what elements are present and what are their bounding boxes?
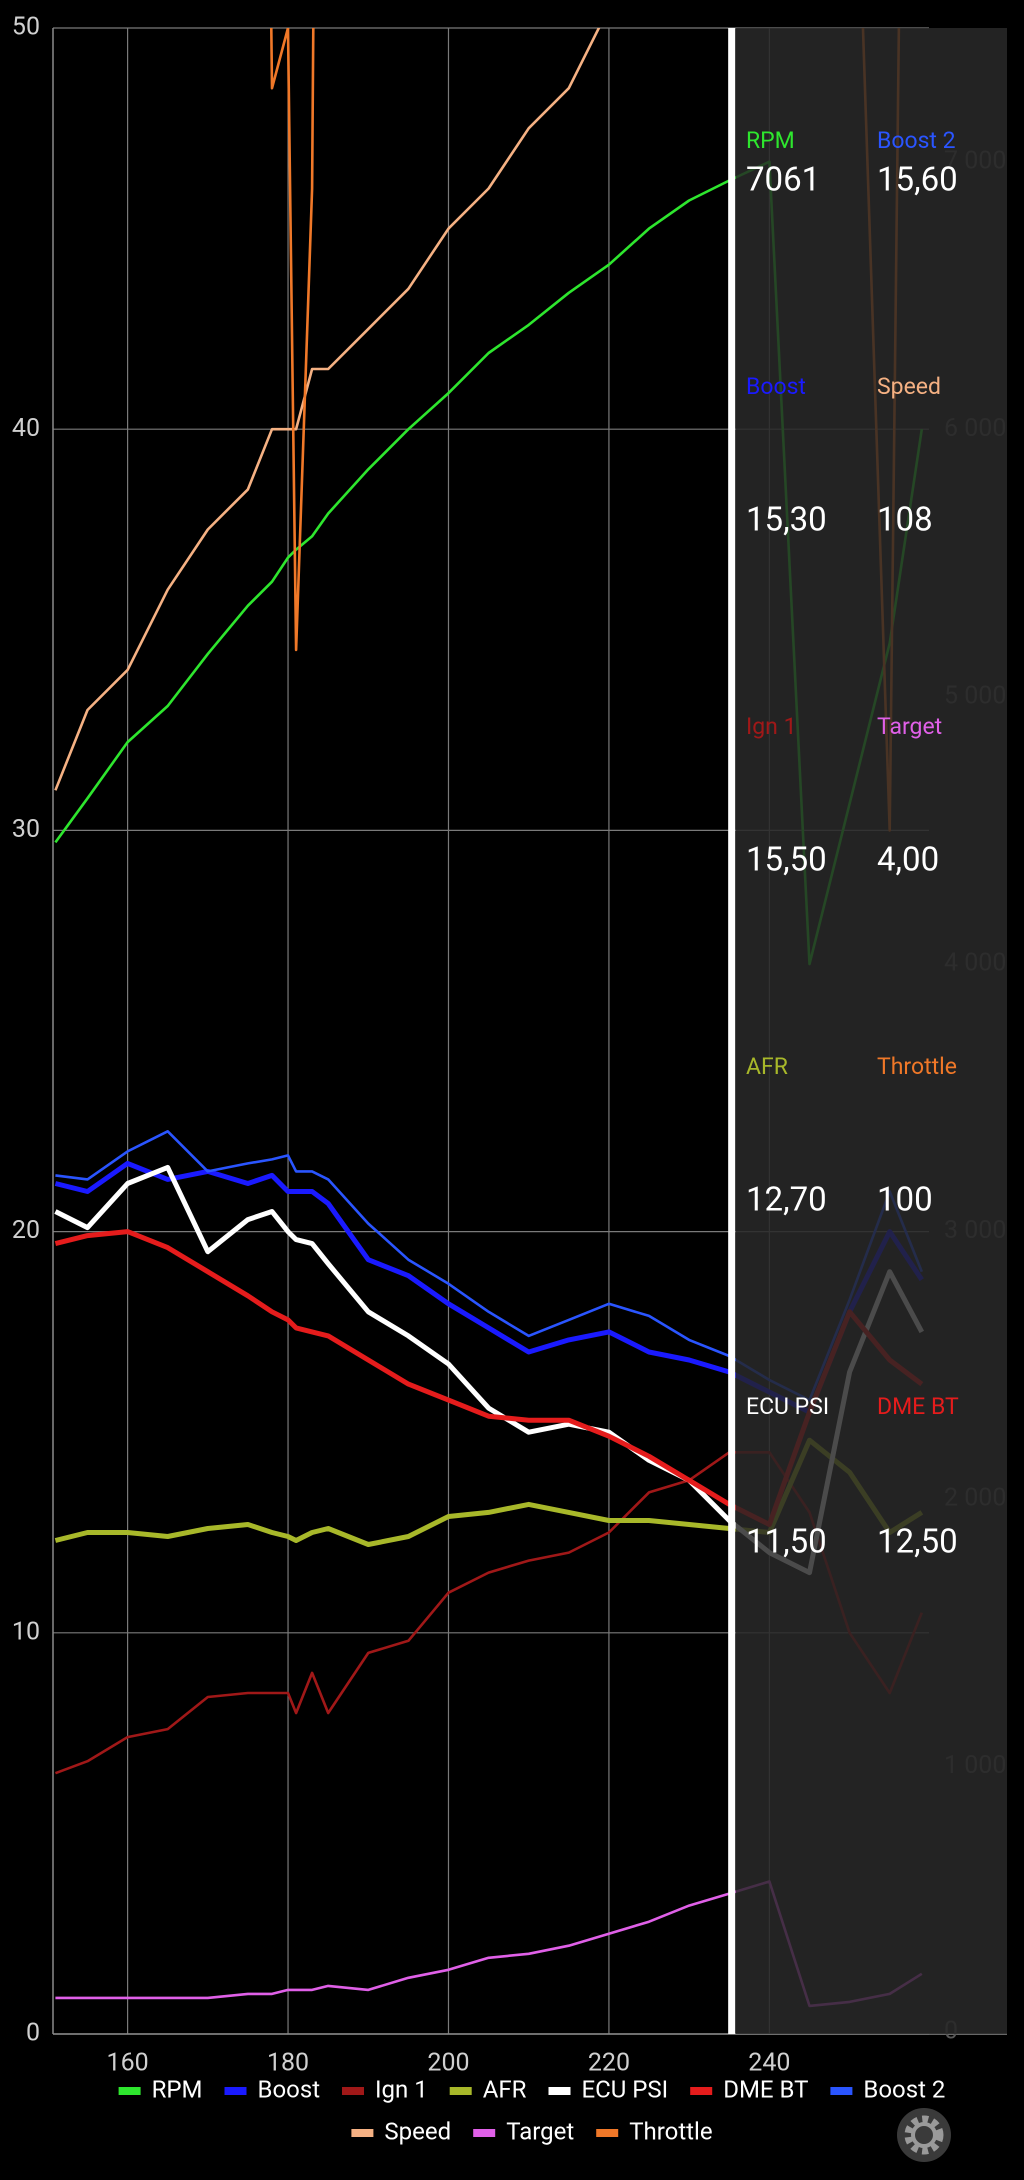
legend-swatch (830, 2087, 853, 2095)
legend-label: RPM (152, 2075, 203, 2103)
legend-item: Speed (351, 2117, 451, 2145)
legend-label: Ign 1 (375, 2075, 428, 2103)
y-tick-label: 40 (12, 414, 40, 443)
legend-swatch (118, 2087, 141, 2095)
readout-value: 100 (877, 1181, 933, 1220)
legend-item: Target (473, 2117, 574, 2145)
readout-label: Throttle (877, 1053, 957, 1080)
readout-label: DME BT (877, 1393, 959, 1420)
x-tick-label: 240 (748, 2049, 790, 2078)
readout-label: Target (877, 713, 942, 740)
legend-label: Throttle (629, 2117, 712, 2145)
legend-label: AFR (483, 2075, 527, 2103)
legend-swatch (351, 2129, 374, 2137)
readout-value: 15,50 (746, 841, 827, 880)
readout-label: Boost 2 (877, 127, 956, 154)
readout-label: Ign 1 (746, 713, 797, 740)
readout-label: AFR (746, 1053, 788, 1080)
legend-item: DME BT (690, 2075, 808, 2103)
legend-label: Target (506, 2117, 574, 2145)
legend-swatch (449, 2087, 472, 2095)
legend-label: Boost (258, 2075, 321, 2103)
legend-label: Speed (384, 2117, 451, 2145)
legend-item: Throttle (596, 2117, 713, 2145)
y-tick-label: 0 (26, 2019, 40, 2048)
legend-label: ECU PSI (582, 2075, 669, 2103)
readout-value: 108 (877, 501, 933, 540)
readout-value: 15,60 (877, 161, 958, 200)
y-tick-label: 30 (12, 815, 40, 844)
readout-label: RPM (746, 127, 795, 154)
legend-item: AFR (449, 2075, 527, 2103)
legend-item: Ign 1 (342, 2075, 428, 2103)
legend-swatch (224, 2087, 247, 2095)
legend-swatch (690, 2087, 713, 2095)
legend-label: DME BT (723, 2075, 808, 2103)
legend-item: ECU PSI (548, 2075, 669, 2103)
x-tick-label: 160 (107, 2049, 149, 2078)
legend-swatch (342, 2087, 364, 2095)
legend-item: Boost (224, 2075, 321, 2103)
readout-value: 4,00 (877, 841, 939, 880)
y-tick-label: 50 (12, 13, 40, 42)
legend-swatch (473, 2129, 496, 2137)
y-tick-label: 10 (12, 1617, 40, 1646)
readout-label: Speed (877, 373, 941, 400)
legend-label: Boost 2 (863, 2075, 945, 2103)
readout-value: 15,30 (746, 501, 827, 540)
legend-item: Boost 2 (830, 2075, 945, 2103)
series-line (54, 28, 601, 791)
x-tick-label: 200 (427, 2049, 469, 2078)
readout-value: 11,50 (746, 1523, 827, 1562)
settings-button[interactable] (897, 2108, 951, 2162)
readout-label: Boost (746, 373, 806, 400)
cursor-dim (735, 28, 1007, 2034)
legend-swatch (596, 2129, 619, 2137)
readout-label: ECU PSI (746, 1393, 829, 1420)
x-tick-label: 220 (588, 2049, 630, 2078)
legend-item: RPM (118, 2075, 203, 2103)
legend-swatch (548, 2087, 571, 2095)
readout-value: 12,70 (746, 1181, 827, 1220)
readout-value: 7061 (746, 161, 820, 200)
x-tick-label: 180 (267, 2049, 309, 2078)
readout-value: 12,50 (877, 1523, 958, 1562)
y-tick-label: 20 (12, 1216, 40, 1245)
